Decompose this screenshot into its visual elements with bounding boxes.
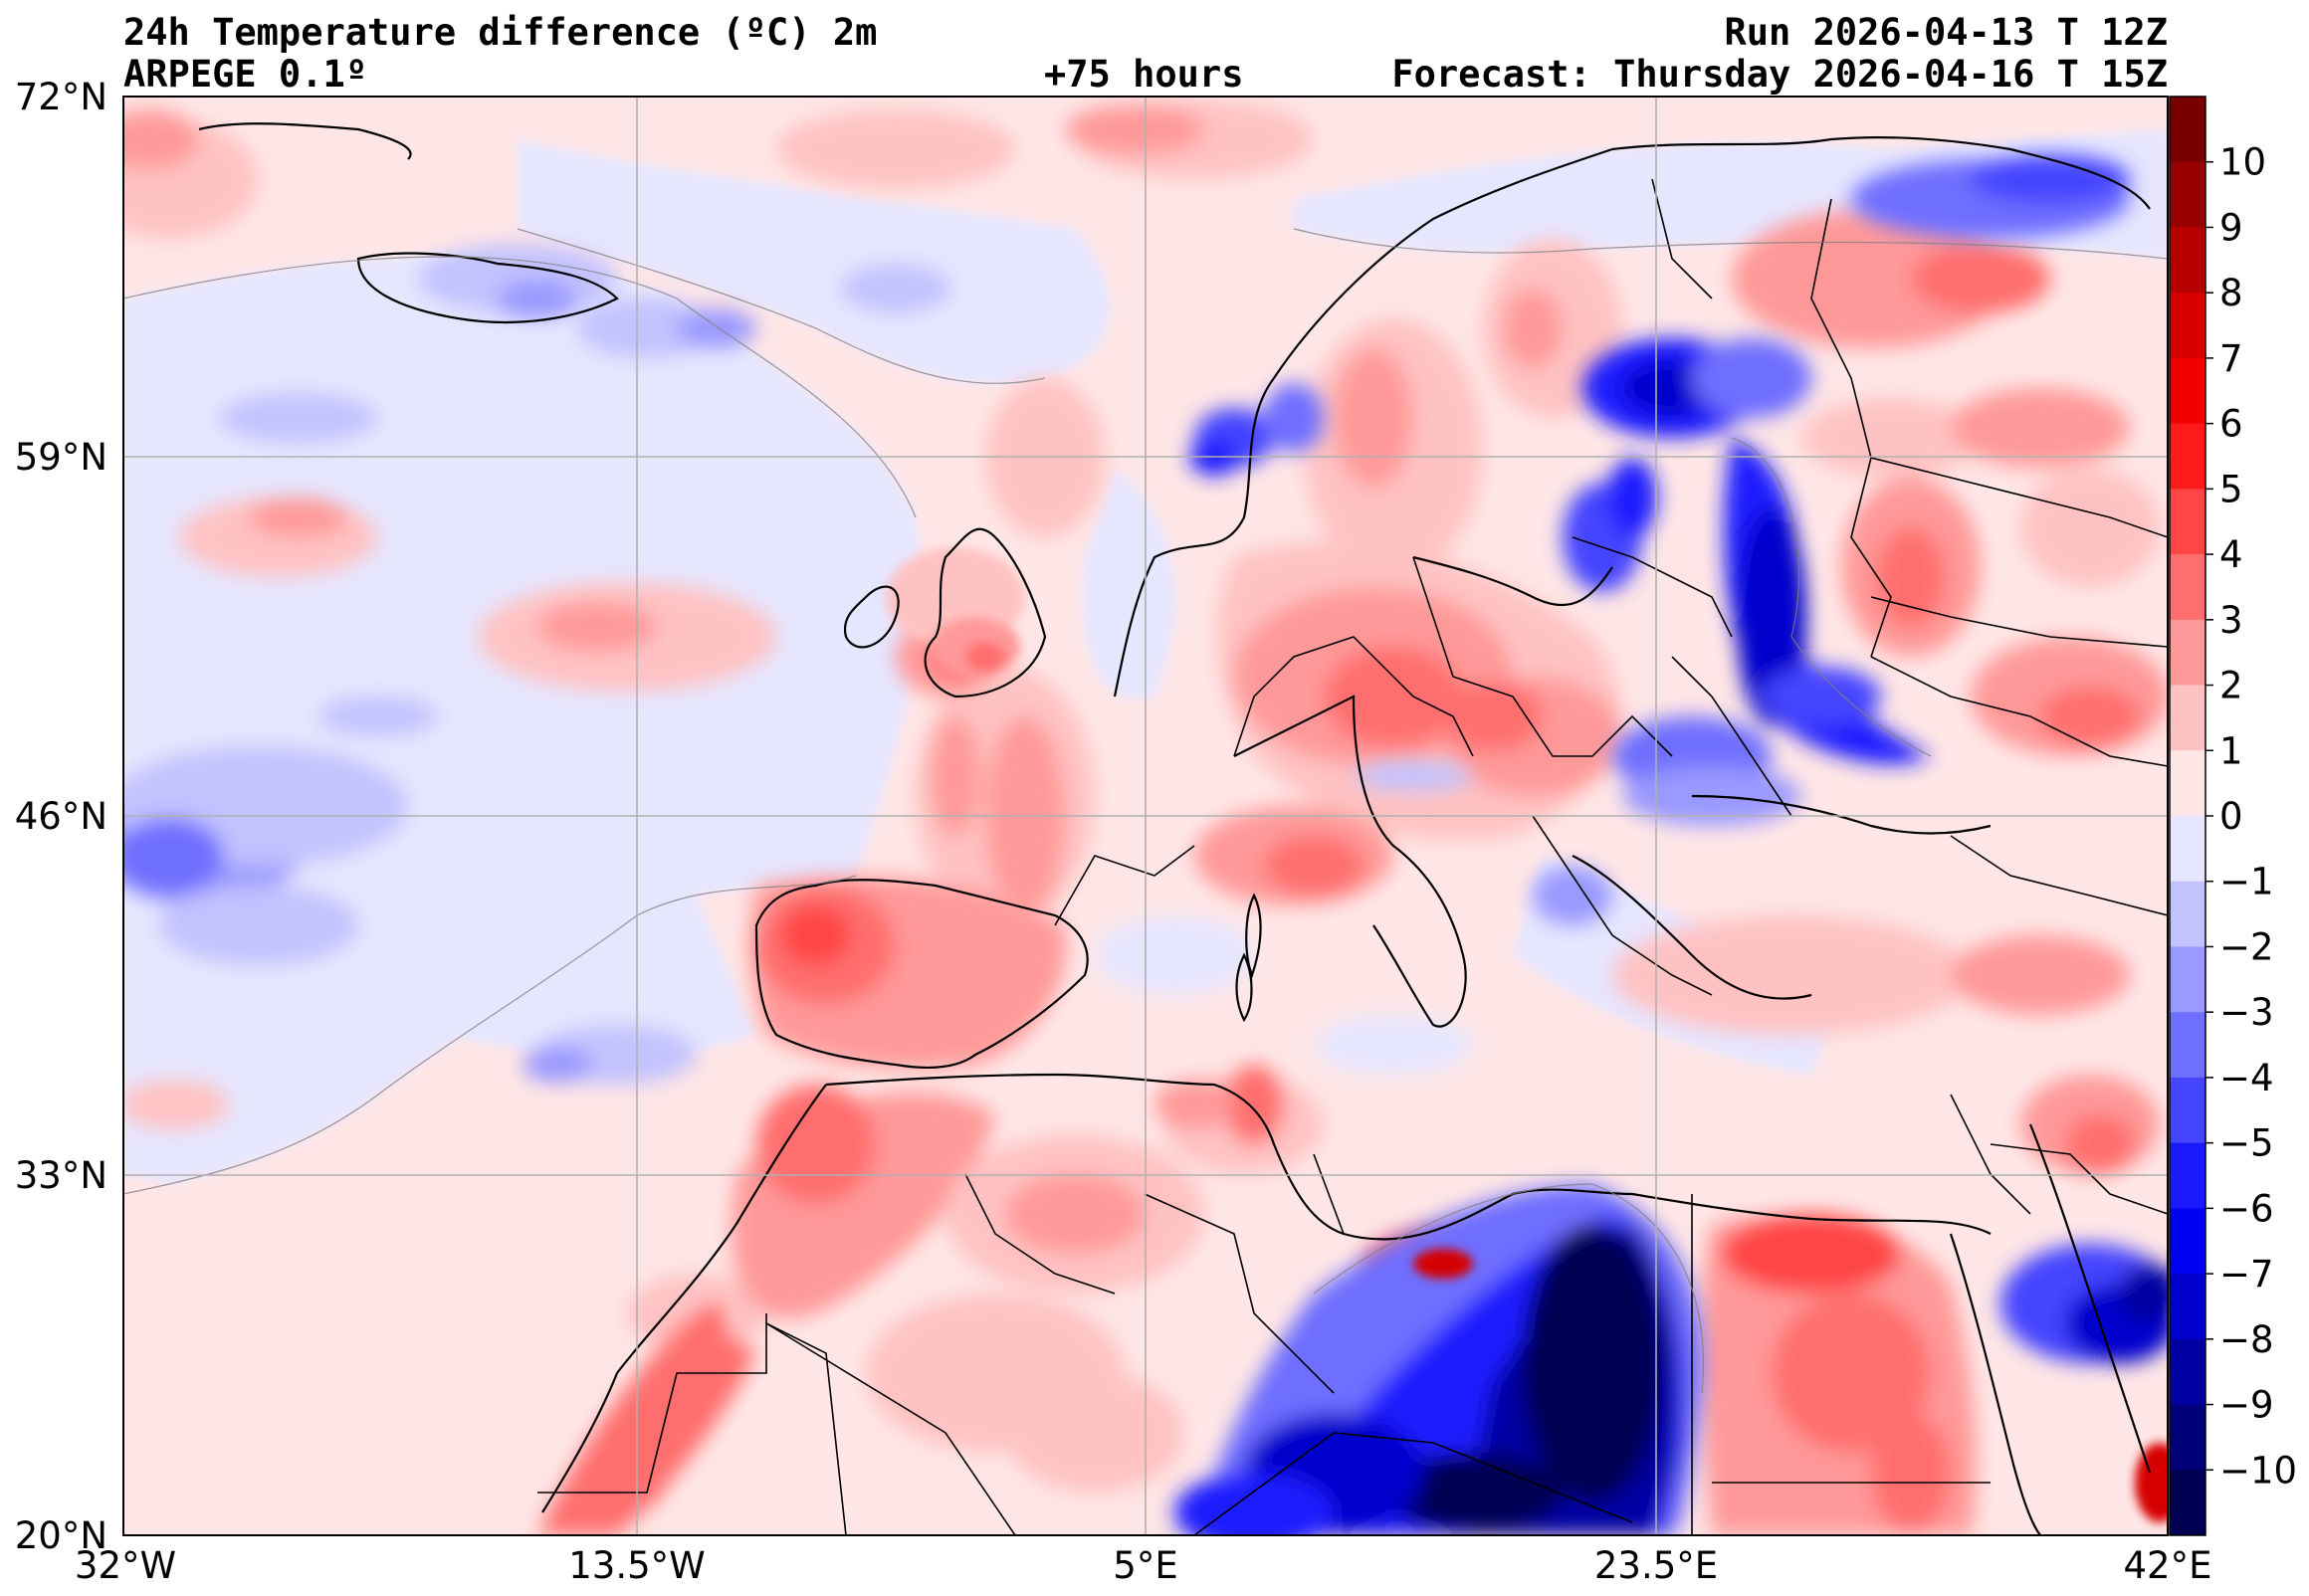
colorbar-swatch [2170,750,2205,817]
lat-label-46: 46°N [15,795,107,838]
colorbar-swatch [2170,554,2205,621]
colorbar-swatch [2170,1142,2205,1209]
contour-lines [123,228,2168,1394]
colorbar-swatch [2170,227,2205,294]
lon-label-5e: 5°E [1113,1544,1177,1587]
colorbar-tick-label: −6 [2219,1187,2274,1230]
colorbar-swatch [2170,97,2205,163]
lat-label-59: 59°N [15,436,107,479]
lon-label-23-5e: 23.5°E [1594,1544,1718,1587]
map-frame [122,96,2169,1536]
colorbar-tick-label: −5 [2219,1122,2274,1165]
colorbar-tick-label: 5 [2219,468,2243,510]
lon-label-13-5w: 13.5°W [568,1544,705,1587]
colorbar-tick-label: 2 [2219,665,2243,707]
colorbar-tick-label: 0 [2219,795,2243,838]
europe-warm-anomaly [896,209,2168,1174]
model-label: ARPEGE 0.1º [123,53,368,96]
colorbar-tick-label: −9 [2219,1384,2274,1427]
colorbar-swatch [2170,423,2205,490]
colorbar-swatch [2170,619,2205,687]
gridlines [123,97,2168,1535]
country-borders [537,178,2168,1535]
colorbar-tick-label: 4 [2219,533,2243,576]
lon-label-42e: 42°E [2124,1544,2212,1587]
colorbar-tick-label: −3 [2219,991,2274,1034]
lat-label-72: 72°N [15,76,107,118]
uk-warm-anomaly [886,547,1025,677]
lon-label-32w: 32°W [75,1544,176,1587]
run-label: Run 2026-04-13 T 12Z [1724,11,2168,54]
colorbar-tick-label: −8 [2219,1318,2274,1361]
colorbar-tick-label: −1 [2219,861,2274,903]
colorbar-swatch [2170,1470,2205,1536]
colorbar-swatch [2170,946,2205,1013]
cold-anomalies [498,154,2168,1535]
colorbar-tick-label: −2 [2219,925,2274,968]
colorbar-tick-label: −10 [2219,1449,2297,1492]
colorbar-tick-label: 7 [2219,337,2243,380]
iberia-africa-warm-anomaly [537,876,1977,1535]
colorbar-swatch [2170,1077,2205,1144]
lat-label-20: 20°N [15,1514,107,1557]
colorbar-tick-label: 9 [2219,206,2243,249]
colorbar-swatch [2170,881,2205,947]
colorbar-tick-label: 8 [2219,272,2243,314]
colorbar-swatch [2170,489,2205,555]
atlantic-warm-patches [123,100,1314,1353]
lead-time-label: +75 hours [1044,53,1244,96]
field-layer [123,97,2168,1535]
colorbar-tick-label: 10 [2219,141,2266,184]
lat-labels: 72°N 59°N 46°N 33°N 20°N [15,76,107,1557]
algeria-warm-patch [1413,1249,2168,1522]
colorbar-tick-label: 6 [2219,403,2243,446]
colorbar-swatch [2170,357,2205,425]
lon-labels: 32°W 13.5°W 5°E 23.5°E 42°E [75,1544,2212,1587]
colorbar-tick-label: 3 [2219,599,2243,642]
map-title: 24h Temperature difference (ºC) 2m [123,11,878,54]
colorbar-swatch [2170,161,2205,228]
forecast-label: Forecast: Thursday 2026-04-16 T 15Z [1391,53,2168,96]
colorbar-swatch [2170,1404,2205,1471]
colorbar-swatch [2170,1338,2205,1406]
colorbar-swatch [2170,1274,2205,1340]
colorbar-swatch [2170,816,2205,883]
coastlines [198,122,2152,1535]
colorbar-swatch [2170,1208,2205,1275]
colorbar-tick-label: 1 [2219,729,2243,772]
colorbar-swatch [2170,293,2205,359]
colorbar-tick-label: −4 [2219,1057,2274,1099]
colorbar-swatch [2170,1012,2205,1079]
atlantic-cool-patches [123,244,950,1085]
colorbar-swatch [2170,685,2205,751]
lat-label-33: 33°N [15,1154,107,1197]
colorbar-tick-label: −7 [2219,1253,2274,1296]
